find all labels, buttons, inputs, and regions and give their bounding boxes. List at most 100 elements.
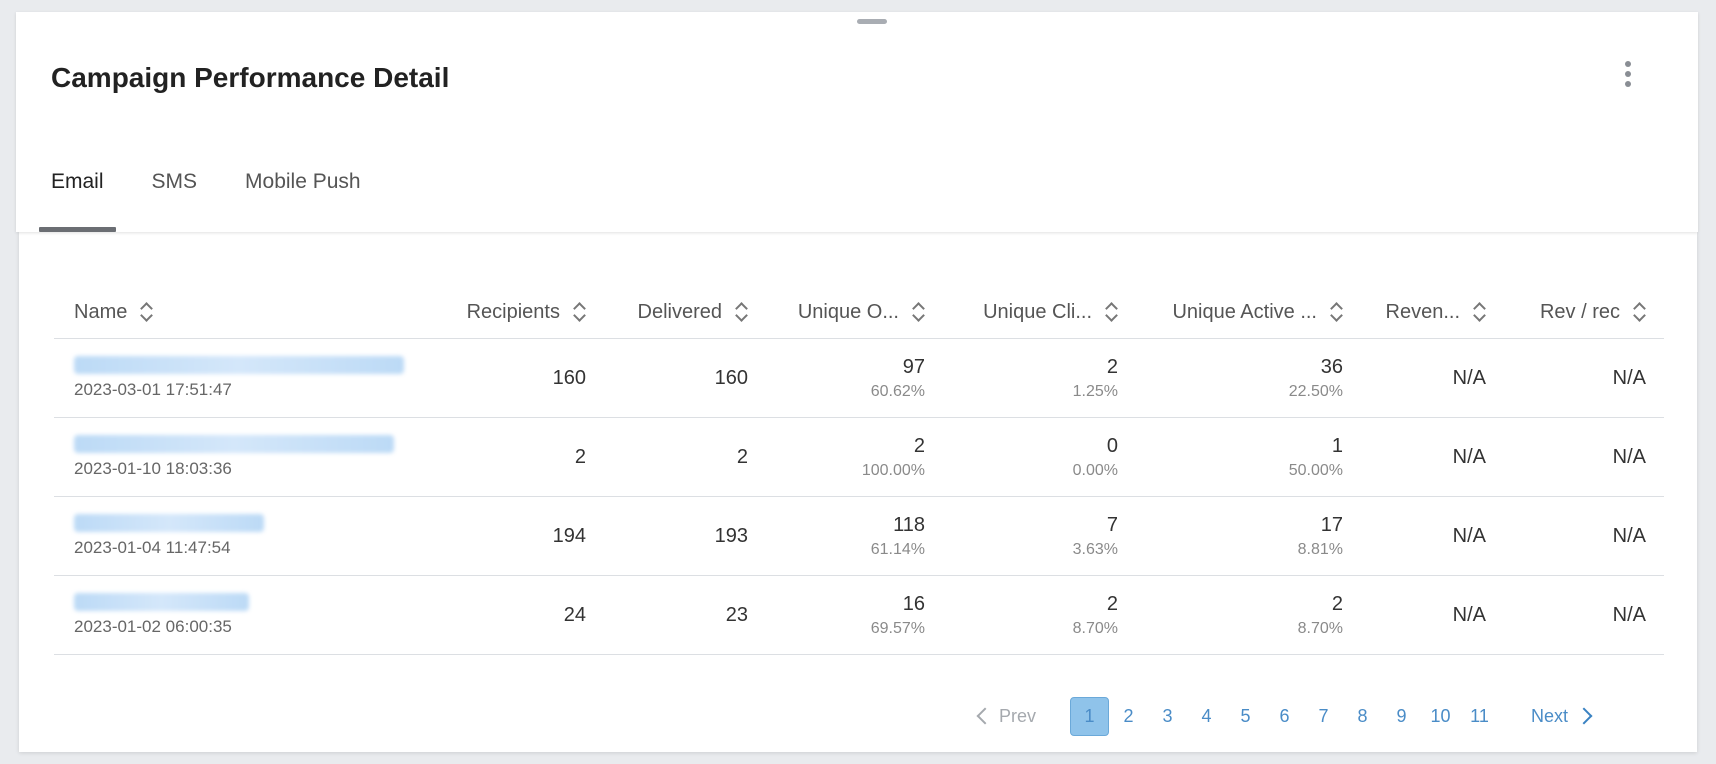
header-panel: Campaign Performance Detail Email SMS Mo… bbox=[16, 12, 1698, 232]
clicks-percent: 8.70% bbox=[1072, 619, 1118, 637]
recipients-value: 194 bbox=[552, 524, 586, 547]
page-button-7[interactable]: 7 bbox=[1318, 705, 1329, 726]
col-header-recipients[interactable]: Recipients bbox=[434, 286, 604, 339]
col-header-unique-opens[interactable]: Unique O... bbox=[766, 286, 943, 339]
page-button-9[interactable]: 9 bbox=[1396, 705, 1407, 726]
delivered-value: 160 bbox=[714, 366, 748, 389]
page-button-4[interactable]: 4 bbox=[1201, 705, 1212, 726]
active-percent: 50.00% bbox=[1288, 461, 1343, 479]
table-row[interactable]: 2023-03-01 17:51:47 160 160 97 60.62% 2 1.… bbox=[54, 338, 1664, 418]
table-row[interactable]: 2023-01-10 18:03:36 2 2 2 100.00% 0 0.00% … bbox=[54, 417, 1664, 497]
revenue-value: N/A bbox=[1452, 445, 1486, 468]
campaign-date: 2023-03-01 17:51:47 bbox=[74, 380, 232, 399]
sort-icon[interactable] bbox=[911, 301, 925, 323]
col-header-name[interactable]: Name bbox=[54, 286, 434, 339]
delivered-value: 2 bbox=[736, 445, 748, 468]
revenue-value: N/A bbox=[1452, 524, 1486, 547]
active-percent: 22.50% bbox=[1288, 382, 1343, 400]
recipients-value: 24 bbox=[563, 603, 586, 626]
table-panel: Name Recipients Delivered Unique O... Un… bbox=[19, 232, 1697, 752]
redacted-campaign-name[interactable] bbox=[74, 435, 394, 453]
clicks-percent: 1.25% bbox=[1072, 382, 1118, 400]
sort-icon[interactable] bbox=[1104, 301, 1118, 323]
table-row[interactable]: 2023-01-04 11:47:54 194 193 118 61.14% 7 3… bbox=[54, 496, 1664, 576]
col-header-revenue[interactable]: Reven... bbox=[1361, 286, 1504, 339]
page-button-10[interactable]: 10 bbox=[1430, 705, 1451, 726]
next-page-button[interactable]: Next bbox=[1531, 705, 1593, 727]
col-header-unique-clicks[interactable]: Unique Cli... bbox=[943, 286, 1136, 339]
page-button-11[interactable]: 11 bbox=[1470, 705, 1489, 726]
prev-label: Prev bbox=[999, 705, 1037, 726]
redacted-campaign-name[interactable] bbox=[74, 514, 264, 532]
page-title: Campaign Performance Detail bbox=[51, 62, 450, 93]
sort-icon[interactable] bbox=[139, 301, 153, 323]
delivered-value: 23 bbox=[725, 603, 748, 626]
more-vertical-icon[interactable] bbox=[1616, 54, 1640, 94]
clicks-percent: 3.63% bbox=[1072, 540, 1118, 558]
col-header-delivered[interactable]: Delivered bbox=[604, 286, 766, 339]
sort-icon[interactable] bbox=[734, 301, 748, 323]
table-row[interactable]: 2023-01-02 06:00:35 24 23 16 69.57% 2 8.70… bbox=[54, 575, 1664, 655]
page-button-2[interactable]: 2 bbox=[1123, 705, 1134, 726]
redacted-campaign-name[interactable] bbox=[74, 593, 249, 611]
drag-handle[interactable] bbox=[857, 19, 887, 24]
col-header-label: Delivered bbox=[637, 300, 722, 323]
page-button-6[interactable]: 6 bbox=[1279, 705, 1290, 726]
redacted-campaign-name[interactable] bbox=[74, 356, 404, 374]
revenue-value: N/A bbox=[1452, 366, 1486, 389]
sort-icon[interactable] bbox=[1472, 301, 1486, 323]
sort-icon[interactable] bbox=[572, 301, 586, 323]
chevron-left-icon bbox=[976, 707, 994, 725]
col-header-rev-per-rec[interactable]: Rev / rec bbox=[1504, 286, 1664, 339]
channel-tabs: Email SMS Mobile Push bbox=[39, 162, 397, 232]
tab-sms[interactable]: SMS bbox=[151, 170, 198, 193]
clicks-value: 0 bbox=[1106, 434, 1118, 457]
col-header-label: Unique Cli... bbox=[983, 300, 1092, 323]
campaign-date: 2023-01-04 11:47:54 bbox=[74, 538, 231, 557]
opens-percent: 61.14% bbox=[870, 540, 925, 558]
col-header-label: Unique O... bbox=[797, 300, 899, 323]
prev-page-button[interactable]: Prev bbox=[976, 705, 1037, 727]
recipients-value: 160 bbox=[552, 366, 586, 389]
campaign-date: 2023-01-02 06:00:35 bbox=[74, 617, 232, 636]
col-header-unique-active[interactable]: Unique Active ... bbox=[1136, 286, 1361, 339]
revenue-value: N/A bbox=[1452, 603, 1486, 626]
active-value: 36 bbox=[1320, 355, 1343, 378]
page-button-5[interactable]: 5 bbox=[1240, 705, 1251, 726]
tab-email[interactable]: Email bbox=[39, 162, 116, 232]
col-header-label: Rev / rec bbox=[1539, 300, 1620, 323]
page-button-1[interactable]: 1 bbox=[1070, 696, 1110, 736]
recipients-value: 2 bbox=[574, 445, 586, 468]
page-button-8[interactable]: 8 bbox=[1357, 705, 1368, 726]
col-header-label: Unique Active ... bbox=[1172, 300, 1317, 323]
table-header-row: Name Recipients Delivered Unique O... Un… bbox=[54, 286, 1664, 339]
active-value: 1 bbox=[1331, 434, 1343, 457]
rev-per-rec-value: N/A bbox=[1612, 366, 1646, 389]
opens-percent: 69.57% bbox=[870, 619, 925, 637]
campaign-table: Name Recipients Delivered Unique O... Un… bbox=[54, 286, 1664, 655]
opens-value: 2 bbox=[913, 434, 925, 457]
delivered-value: 193 bbox=[714, 524, 748, 547]
next-label: Next bbox=[1531, 705, 1569, 726]
sort-icon[interactable] bbox=[1632, 301, 1646, 323]
active-value: 2 bbox=[1331, 592, 1343, 615]
col-header-label: Recipients bbox=[466, 300, 560, 323]
sort-icon[interactable] bbox=[1329, 301, 1343, 323]
col-header-label: Reven... bbox=[1385, 300, 1460, 323]
clicks-value: 2 bbox=[1106, 355, 1118, 378]
opens-value: 97 bbox=[902, 355, 925, 378]
chevron-right-icon bbox=[1575, 707, 1593, 725]
tab-mobile-push[interactable]: Mobile Push bbox=[245, 170, 361, 193]
active-percent: 8.70% bbox=[1297, 619, 1343, 637]
pagination: Prev 1 2 3 4 5 6 7 8 9 10 11 Next bbox=[976, 696, 1593, 736]
clicks-value: 2 bbox=[1106, 592, 1118, 615]
rev-per-rec-value: N/A bbox=[1612, 603, 1646, 626]
opens-percent: 60.62% bbox=[870, 382, 925, 400]
opens-value: 118 bbox=[893, 513, 925, 536]
active-value: 17 bbox=[1320, 513, 1343, 536]
col-header-label: Name bbox=[74, 300, 128, 323]
clicks-percent: 0.00% bbox=[1072, 461, 1118, 479]
active-percent: 8.81% bbox=[1297, 540, 1343, 558]
page-button-3[interactable]: 3 bbox=[1162, 705, 1173, 726]
opens-percent: 100.00% bbox=[861, 461, 925, 479]
